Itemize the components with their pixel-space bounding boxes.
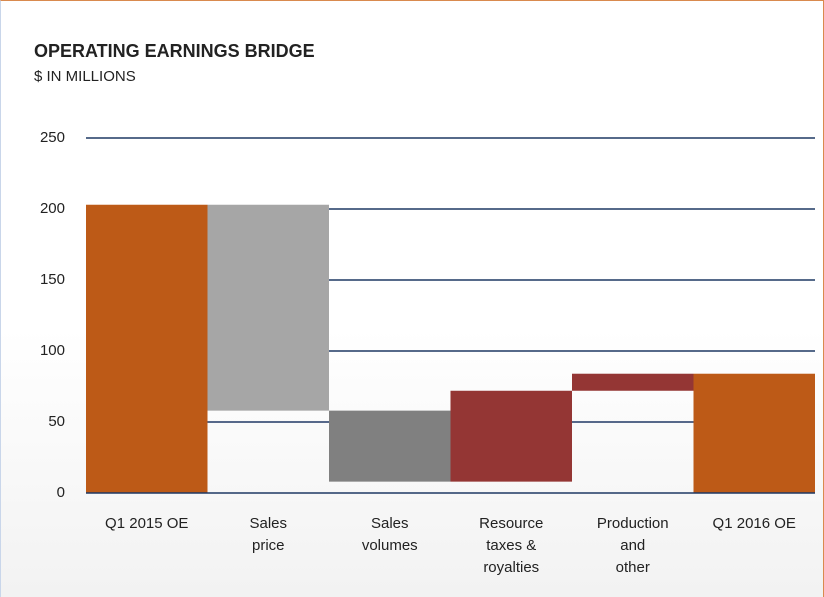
bar [693, 373, 815, 493]
x-tick-label: Q1 2016 OE [712, 515, 796, 532]
y-tick-label: 0 [57, 484, 65, 501]
bar [207, 204, 329, 411]
chart-subtitle: $ IN MILLIONS [34, 68, 136, 85]
y-tick-label: 150 [40, 271, 65, 288]
y-tick-label: 200 [40, 200, 65, 217]
x-tick-label: Q1 2015 OE [105, 515, 189, 532]
x-tick-label: Sales price [249, 515, 288, 554]
y-tick-label: 50 [48, 413, 65, 430]
bar [450, 390, 572, 482]
chart-title: OPERATING EARNINGS BRIDGE [34, 41, 315, 61]
y-tick-label: 250 [40, 129, 65, 146]
x-tick-label: Resource taxes & royalties [479, 515, 544, 576]
y-tick-label: 100 [40, 342, 65, 359]
bar [572, 373, 694, 391]
bar [329, 410, 451, 482]
bar [86, 204, 208, 494]
x-tick-label: Sales volumes [361, 515, 418, 554]
x-tick-label: Production and other [596, 515, 669, 576]
